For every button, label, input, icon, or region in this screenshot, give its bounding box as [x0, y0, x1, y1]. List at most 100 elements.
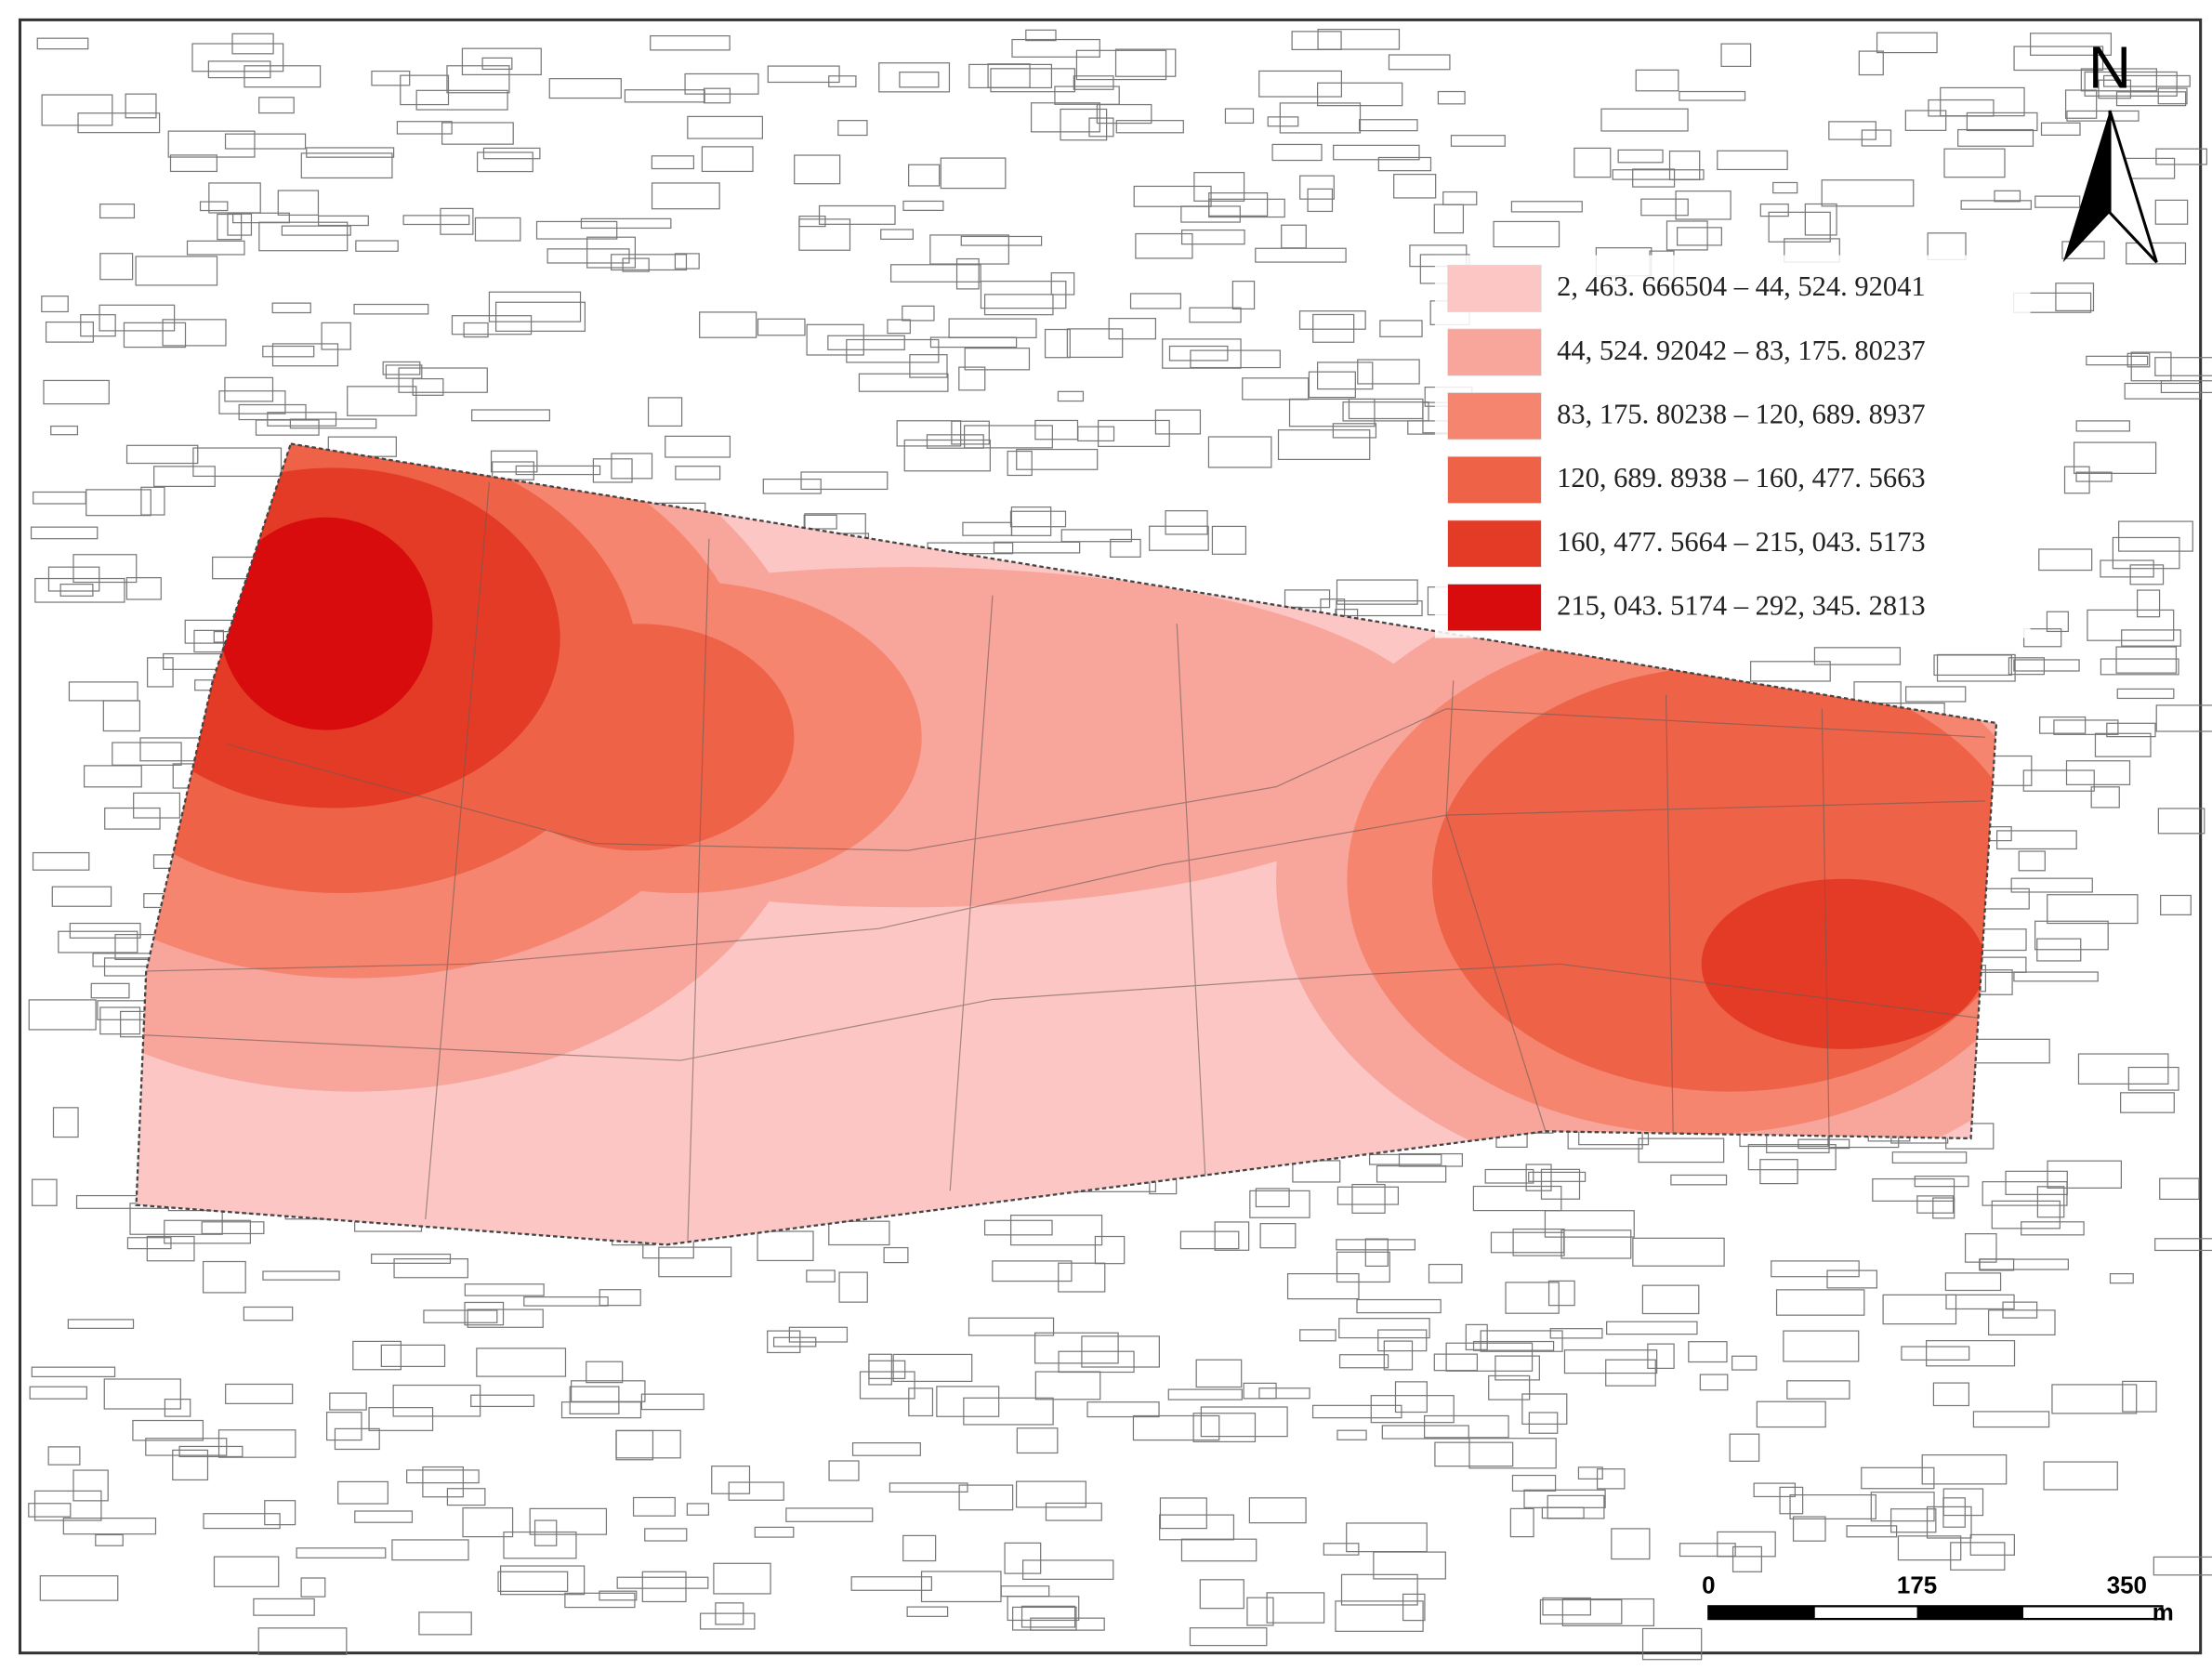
- building: [2103, 74, 2191, 87]
- building: [2137, 589, 2161, 618]
- building: [1060, 108, 1108, 141]
- building: [296, 1547, 387, 1558]
- building: [467, 1308, 544, 1328]
- building: [396, 121, 453, 135]
- building: [41, 94, 113, 126]
- building: [125, 93, 157, 119]
- building: [2100, 559, 2154, 578]
- building: [963, 425, 1053, 449]
- building: [2075, 420, 2130, 432]
- building: [2154, 1238, 2212, 1252]
- building: [43, 379, 110, 405]
- building: [1759, 204, 1789, 217]
- building: [1991, 1200, 2061, 1229]
- building: [2013, 46, 2104, 72]
- building: [1050, 272, 1075, 296]
- building: [325, 1412, 362, 1441]
- building: [1577, 1466, 1603, 1479]
- building: [644, 1528, 688, 1542]
- building: [1904, 110, 1947, 131]
- building: [570, 1380, 646, 1402]
- building: [257, 1627, 348, 1655]
- building: [1928, 99, 1995, 117]
- building: [1876, 32, 1938, 54]
- building: [2106, 722, 2156, 738]
- building: [34, 577, 125, 603]
- building: [889, 1482, 968, 1493]
- building: [464, 1301, 505, 1326]
- building: [446, 1488, 486, 1506]
- building: [446, 65, 510, 94]
- building: [306, 147, 395, 158]
- building: [827, 335, 905, 350]
- building: [1193, 172, 1245, 202]
- building: [2021, 1221, 2085, 1236]
- building: [1370, 1395, 1455, 1424]
- building: [262, 1270, 340, 1281]
- building: [675, 466, 721, 480]
- building: [30, 526, 99, 540]
- building: [701, 146, 754, 173]
- building: [951, 420, 990, 445]
- building: [1333, 144, 1420, 161]
- building: [1804, 203, 1837, 236]
- building: [1771, 1260, 1860, 1278]
- building: [1753, 1482, 1796, 1498]
- building: [474, 217, 521, 242]
- building: [2039, 716, 2087, 734]
- building: [1025, 29, 1057, 42]
- building: [2098, 79, 2132, 99]
- building: [2129, 564, 2165, 585]
- building: [1258, 70, 1342, 98]
- building: [72, 1469, 109, 1502]
- legend: 2, 463. 666504 – 44, 524. 92041 44, 524. …: [1434, 255, 2031, 638]
- building: [1768, 211, 1831, 243]
- building: [1381, 1425, 1469, 1440]
- building: [62, 1518, 157, 1535]
- heat-band: [1431, 665, 1996, 1092]
- building: [964, 348, 1031, 371]
- building: [90, 982, 130, 999]
- building: [762, 478, 822, 494]
- building: [1199, 1579, 1244, 1610]
- building: [1632, 168, 1676, 188]
- building: [772, 1336, 817, 1348]
- building: [1159, 1497, 1207, 1530]
- building: [1943, 148, 2006, 178]
- building: [1336, 1251, 1390, 1283]
- building: [52, 1107, 79, 1138]
- building: [1094, 1235, 1126, 1265]
- building: [1547, 1280, 1575, 1307]
- building: [2040, 122, 2081, 136]
- building: [213, 1556, 280, 1587]
- building: [1045, 1502, 1102, 1521]
- building: [172, 1449, 209, 1481]
- building: [488, 291, 582, 322]
- building: [59, 584, 94, 597]
- building: [883, 1246, 909, 1264]
- building: [1308, 371, 1356, 399]
- building: [1789, 1493, 1876, 1519]
- building: [908, 164, 941, 187]
- building: [2090, 786, 2120, 809]
- legend-swatch: [1447, 584, 1542, 632]
- building: [329, 1392, 367, 1411]
- building: [665, 435, 731, 458]
- building: [147, 657, 174, 688]
- building: [50, 425, 79, 436]
- building: [1358, 119, 1418, 132]
- heat-band: [1701, 878, 1985, 1049]
- building: [2002, 1301, 2038, 1319]
- building: [1181, 229, 1245, 245]
- building: [125, 444, 199, 465]
- building: [1189, 1627, 1268, 1647]
- building: [1729, 1433, 1760, 1462]
- building: [178, 1445, 244, 1458]
- building: [1081, 1335, 1160, 1368]
- building: [1096, 103, 1152, 125]
- building: [2120, 1092, 2175, 1113]
- building: [440, 207, 474, 235]
- building: [1612, 169, 1705, 180]
